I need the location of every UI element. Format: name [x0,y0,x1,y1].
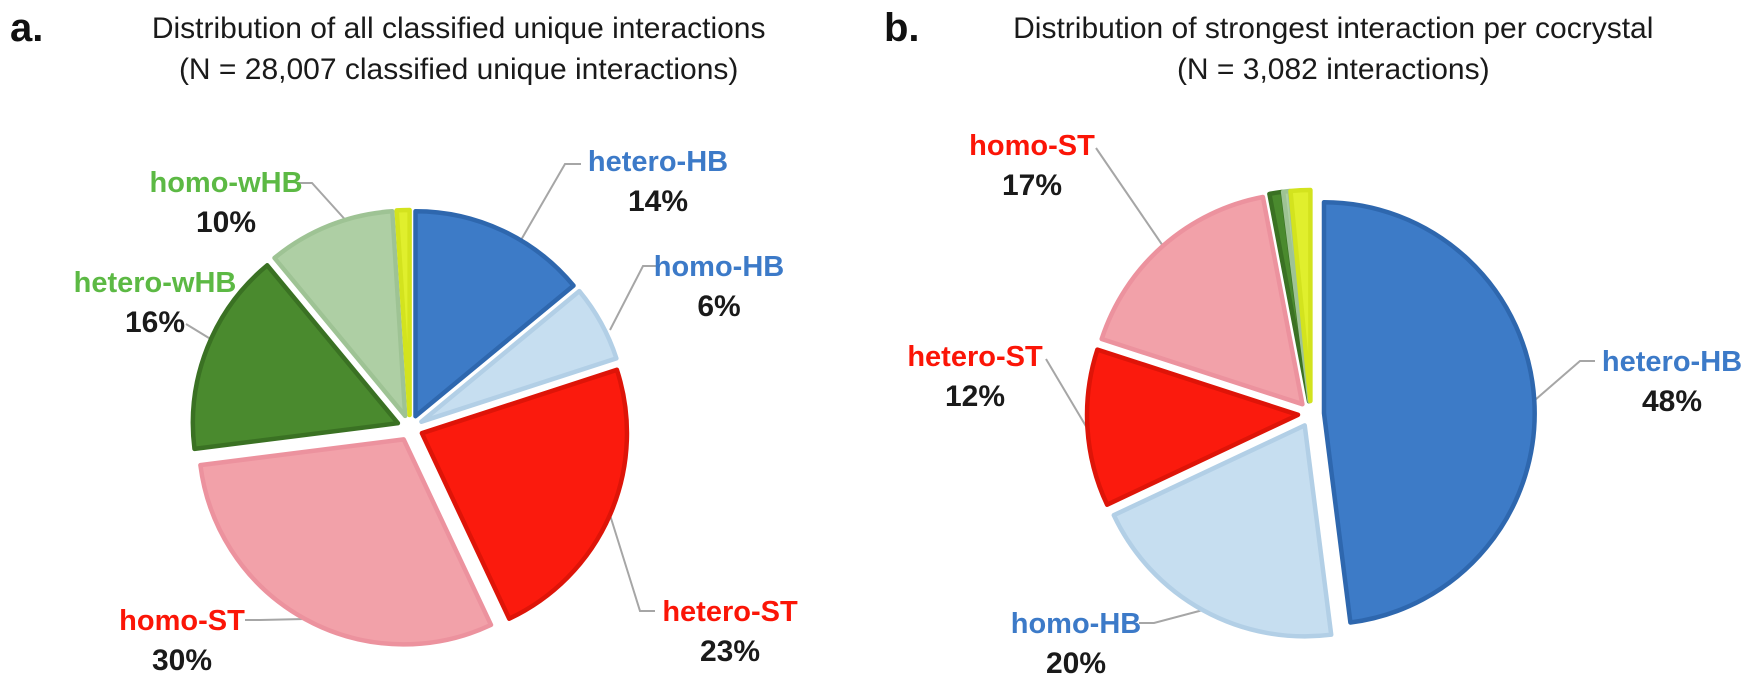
slice-label-a-hetero-HB: hetero-HB [588,146,728,178]
leader-line-a-hetero-HB [520,163,581,241]
slice-label-b-homo-HB: homo-HB [1011,608,1141,640]
pie-slice-a-homo-HB [419,288,619,424]
leader-line-a-homo-HB [609,265,658,331]
pie-slice-b-hetero-HB [1321,199,1537,625]
slice-label-a-hetero-ST: hetero-ST [662,596,798,628]
panel-a-subtitle: (N = 28,007 classified unique interactio… [178,53,739,86]
slice-label-b-homo-ST: homo-ST [969,130,1095,162]
slice-label-a-homo-HB: homo-HB [654,251,784,283]
panel-b-header: b. Distribution of strongest interaction… [874,8,1747,90]
slice-label-b-hetero-ST: hetero-ST [907,341,1043,373]
leader-line-a-homo-ST [245,618,306,621]
panel-b-subtitle: (N = 3,082 interactions) [1176,53,1490,86]
leader-line-a-hetero-ST [609,514,655,612]
pie-chart-a: hetero-HB 14% homo-HB 6% hetero-ST 23% homo-ST… [74,146,798,677]
slice-pct-b-hetero-ST: 12% [945,380,1005,413]
leader-line-b-homo-ST [1095,147,1164,247]
slice-label-a-homo-wHB: homo-wHB [149,167,302,199]
pie-slice-a-homo-ST [198,437,494,647]
slice-pct-b-homo-HB: 20% [1046,647,1106,680]
leader-line-a-homo-wHB [297,182,351,226]
panel-b-title-block: Distribution of strongest interaction pe… [920,8,1747,90]
slice-label-a-hetero-wHB: hetero-wHB [74,267,237,299]
panel-b: b. Distribution of strongest interaction… [874,0,1747,680]
pie-slice-b-hetero-ST [1084,347,1301,507]
panel-a-letter: a. [10,6,44,50]
leader-line-b-homo-HB [1139,609,1204,624]
leader-line-b-hetero-ST [1045,358,1088,429]
slice-pct-a-hetero-HB: 14% [628,185,688,218]
slice-pct-a-hetero-ST: 23% [700,635,760,668]
pie-slice-b-homo-ST [1099,194,1305,407]
slice-pct-a-homo-wHB: 10% [196,206,256,239]
slice-label-a-homo-ST: homo-ST [119,605,245,637]
slice-pct-b-hetero-HB: 48% [1642,385,1702,418]
pie-slice-a-hetero-wHB [190,263,401,452]
slice-pct-a-homo-ST: 30% [152,644,212,677]
slice-pct-a-hetero-wHB: 16% [125,306,185,339]
pie-slice-a-hetero-ST [419,367,630,621]
pie-slice-a-unlabeled-6 [394,207,412,418]
pie-chart-b: hetero-HB 48% homo-HB 20% hetero-ST 12% homo-S… [907,130,1742,680]
panel-a: a. Distribution of all classified unique… [0,8,874,677]
slice-pct-b-homo-ST: 17% [1002,169,1062,202]
panel-a-title: Distribution of all classified unique in… [151,12,766,45]
slice-pct-a-homo-HB: 6% [697,290,740,323]
slice-label-b-hetero-HB: hetero-HB [1602,346,1742,378]
leader-line-b-hetero-HB [1534,360,1595,401]
pie-slice-b-unlabeled-6 [1288,187,1313,404]
panel-b-letter: b. [884,6,920,50]
panel-a-title-block: Distribution of all classified unique in… [43,8,874,90]
panel-b-title: Distribution of strongest interaction pe… [1013,12,1654,45]
pie-slice-a-hetero-HB [413,208,576,419]
pie-slice-a-homo-wHB [272,209,408,419]
panel-a-header: a. Distribution of all classified unique… [0,8,874,90]
pie-slice-b-homo-HB [1111,423,1334,639]
